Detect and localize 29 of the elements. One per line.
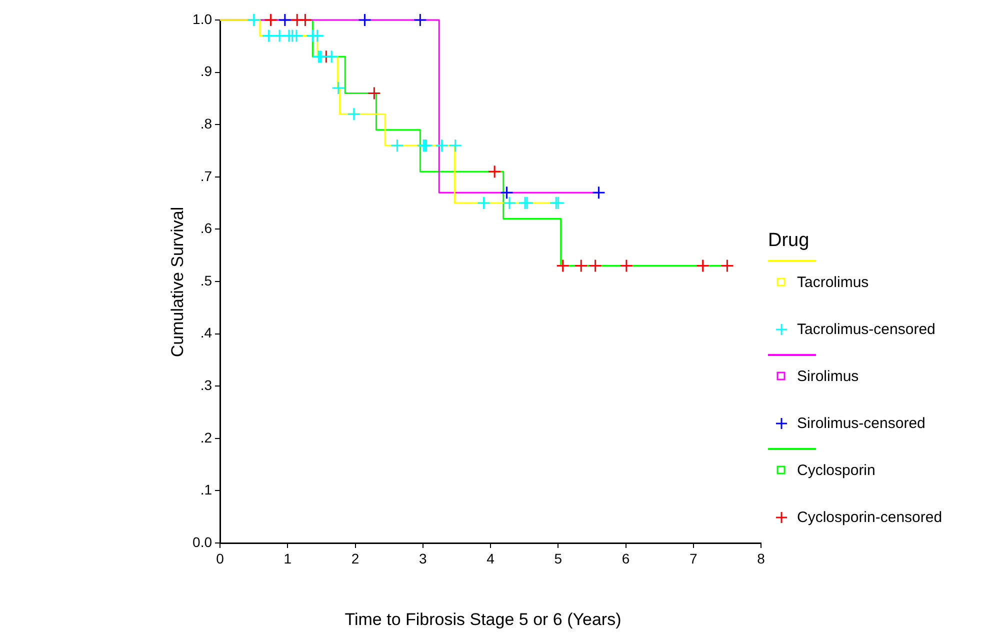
y-tick-label: .1	[200, 482, 212, 498]
x-tick-label: 8	[757, 550, 766, 566]
legend-label: Tacrolimus-censored	[797, 321, 936, 338]
y-tick-label: .8	[200, 115, 212, 132]
x-axis-title: Time to Fibrosis Stage 5 or 6 (Years)	[344, 610, 622, 630]
y-axis-title: Cumulative Survival	[168, 206, 188, 358]
y-tick-label: .6	[200, 220, 212, 236]
legend-label: Cyclosporin	[797, 462, 876, 479]
x-tick-label: 7	[689, 550, 698, 566]
legend-label: Sirolimus	[797, 368, 859, 385]
y-tick-label: .9	[200, 63, 212, 80]
legend-label: Tacrolimus	[797, 274, 869, 291]
legend-title: Drug	[768, 230, 810, 252]
x-tick-label: 2	[351, 550, 360, 566]
y-tick-label: 0.0	[192, 534, 212, 550]
y-tick-label: 1.0	[192, 10, 212, 27]
x-tick-label: 0	[216, 550, 224, 566]
x-tick-label: 1	[284, 550, 292, 566]
legend-label: Cyclosporin-censored	[797, 509, 942, 526]
y-tick-label: .7	[200, 168, 212, 184]
x-tick-label: 5	[554, 550, 562, 566]
x-tick-label: 4	[486, 550, 495, 566]
x-tick-label: 3	[418, 550, 427, 566]
legend-label: Sirolimus-censored	[797, 415, 926, 432]
y-tick-label: .5	[200, 272, 212, 288]
x-tick-label: 6	[622, 550, 630, 566]
y-tick-label: .2	[200, 429, 212, 446]
y-tick-label: .4	[200, 324, 212, 341]
y-tick-label: .3	[200, 376, 212, 393]
